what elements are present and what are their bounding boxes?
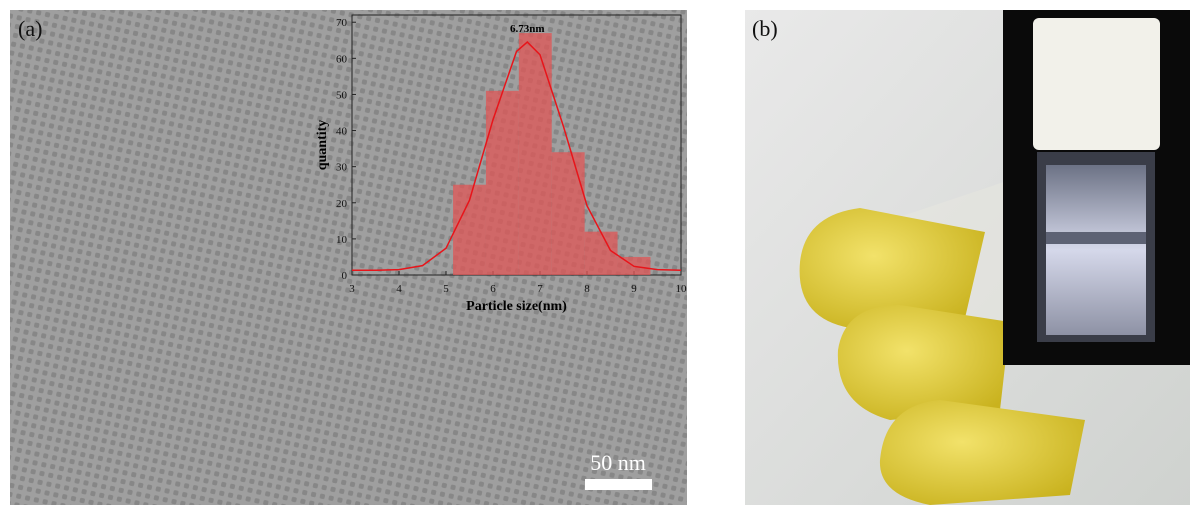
x-tick-label: 3 [349, 283, 355, 295]
scale-bar-label: 50 nm [590, 450, 646, 475]
x-tick-label: 4 [396, 283, 402, 295]
y-tick-label: 0 [342, 270, 348, 282]
cuvette-photo [1003, 10, 1190, 365]
bar [486, 91, 519, 275]
annotation: 6.73nm [510, 23, 545, 35]
bar [519, 33, 552, 275]
figure: (a) 50 nm (b) 0 10 20 30 40 50 60 70 3 4 5 6 7 8 9 10 Pa… [0, 0, 1194, 510]
x-axis-label: Particle size(nm) [466, 299, 567, 314]
bar [585, 232, 618, 275]
y-tick-label: 60 [336, 53, 348, 65]
x-tick-label: 8 [584, 283, 590, 295]
x-tick-label: 9 [631, 283, 637, 295]
y-tick-label: 50 [336, 89, 348, 101]
y-tick-label: 70 [336, 17, 348, 29]
y-tick-label: 40 [336, 126, 348, 138]
x-tick-label: 6 [490, 283, 496, 295]
scale-bar [585, 479, 652, 490]
x-tick-label: 7 [537, 283, 543, 295]
y-tick-label: 30 [336, 162, 348, 174]
bar [552, 152, 585, 275]
y-tick-label: 10 [336, 234, 348, 246]
x-tick-label: 5 [443, 283, 449, 295]
y-axis-label: quantity [315, 120, 330, 171]
x-tick-label: 10 [676, 283, 688, 295]
y-tick-label: 20 [336, 198, 348, 210]
panel-label: (a) [18, 16, 42, 41]
panel-label: (b) [752, 16, 778, 41]
